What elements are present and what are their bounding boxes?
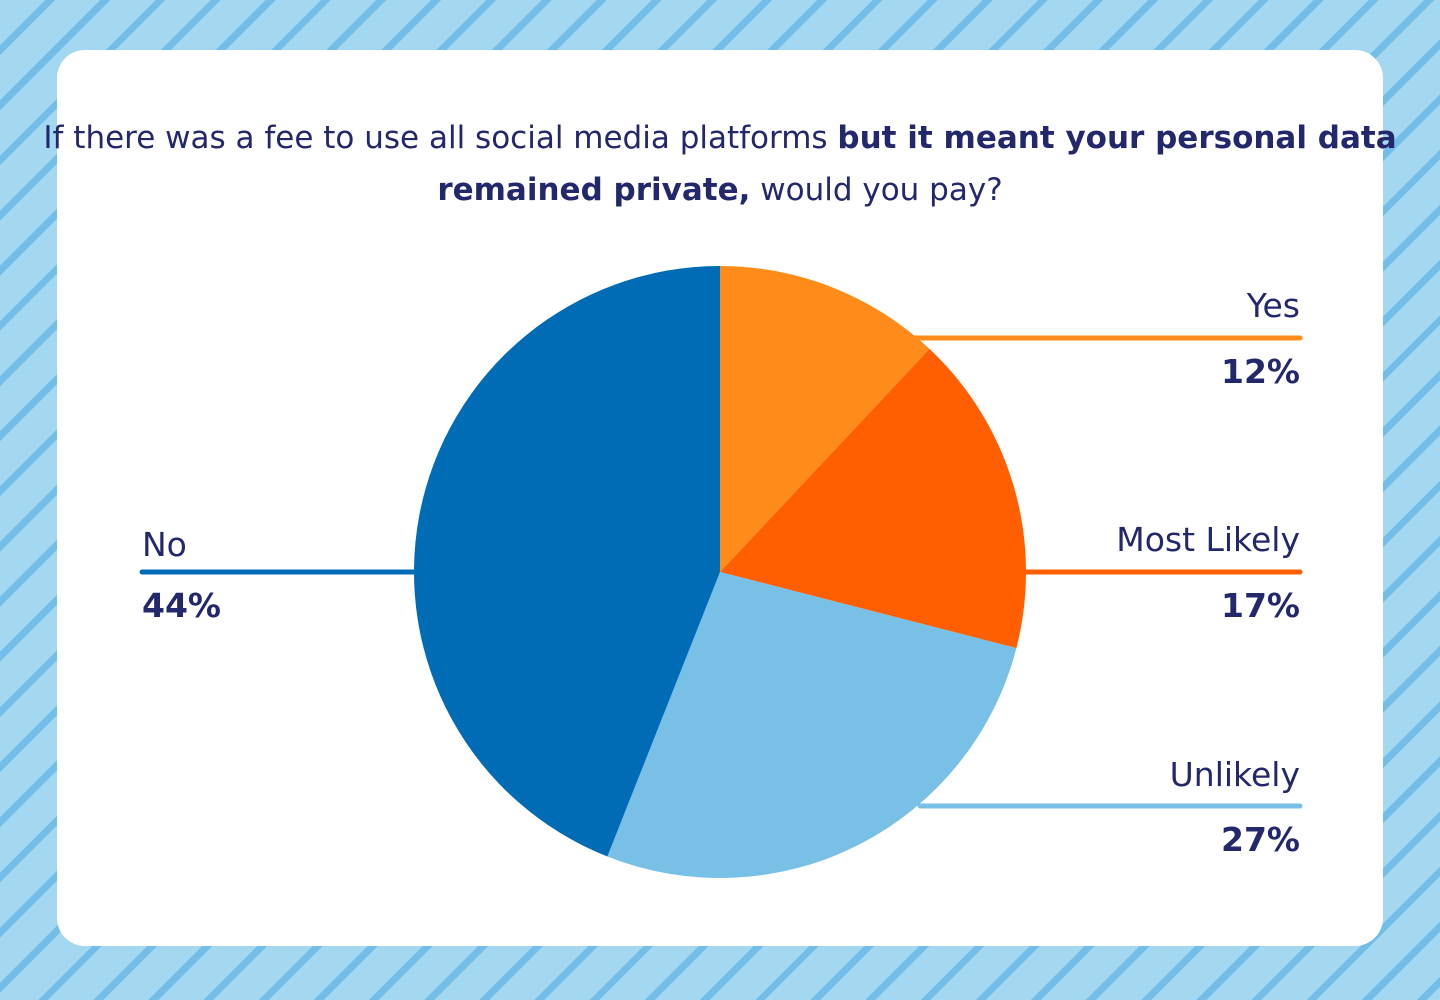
label-no: No [142, 525, 187, 564]
label-yes: Yes [1246, 286, 1300, 325]
label-unlikely: Unlikely [1169, 755, 1300, 794]
value-no: 44% [142, 586, 221, 625]
value-most-likely: 17% [1221, 586, 1300, 625]
title-part-2-bold: but it meant your personal data remained… [437, 120, 1397, 208]
value-yes: 12% [1221, 352, 1300, 391]
pie-slice-no [414, 266, 720, 857]
pie-slice-most-likely [720, 348, 1026, 649]
chart-title: If there was a fee to use all social med… [0, 112, 1440, 216]
label-most-likely: Most Likely [1116, 520, 1300, 559]
pie-slice-unlikely [607, 572, 1017, 878]
value-unlikely: 27% [1221, 820, 1300, 859]
pie-slice-yes [720, 266, 930, 572]
title-part-3: would you pay? [750, 172, 1003, 208]
title-part-1: If there was a fee to use all social med… [43, 120, 838, 156]
